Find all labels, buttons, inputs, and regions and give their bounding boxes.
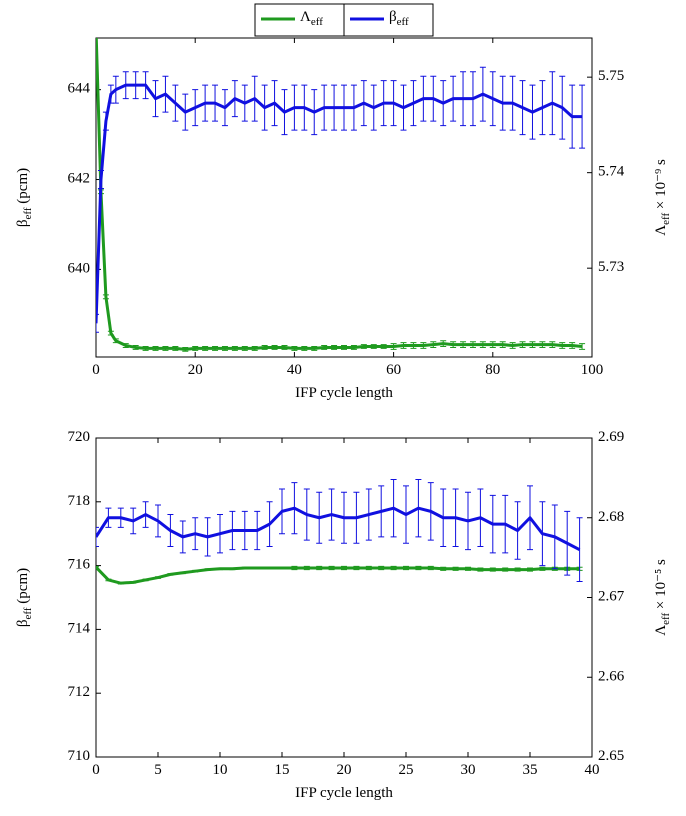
x-tick-label: 80 bbox=[485, 362, 500, 378]
legend-label: Λeff bbox=[300, 9, 323, 27]
y2-tick-label: 2.67 bbox=[598, 589, 625, 605]
y2-tick-label: 2.65 bbox=[598, 748, 624, 764]
series-line bbox=[96, 506, 581, 551]
y-tick-label: 720 bbox=[68, 429, 91, 445]
x-axis-label: IFP cycle length bbox=[295, 785, 393, 801]
y-tick-label: 642 bbox=[68, 171, 91, 187]
x-tick-label: 60 bbox=[386, 362, 401, 378]
x-tick-label: 100 bbox=[581, 362, 604, 378]
series-line bbox=[96, 83, 583, 324]
plot-frame bbox=[95, 37, 593, 358]
x-tick-label: 15 bbox=[275, 762, 290, 778]
x-tick-label: 40 bbox=[287, 362, 302, 378]
y-tick-label: 716 bbox=[68, 557, 91, 573]
x-axis-label: IFP cycle length bbox=[295, 385, 393, 401]
y2-tick-label: 2.68 bbox=[598, 509, 624, 525]
x-tick-label: 20 bbox=[337, 762, 352, 778]
x-tick-label: 20 bbox=[188, 362, 203, 378]
plot-area bbox=[96, 478, 583, 585]
y-tick-label: 714 bbox=[68, 621, 91, 637]
x-tick-label: 30 bbox=[461, 762, 476, 778]
x-tick-label: 0 bbox=[92, 762, 100, 778]
x-tick-label: 5 bbox=[154, 762, 162, 778]
x-tick-label: 40 bbox=[585, 762, 600, 778]
x-tick-label: 0 bbox=[92, 362, 100, 378]
y-tick-label: 718 bbox=[68, 493, 91, 509]
y2-axis-label: Λeff × 10⁻⁵ s bbox=[653, 559, 671, 636]
error-bar bbox=[96, 526, 99, 547]
series-line bbox=[96, 38, 583, 351]
plot-frame bbox=[95, 437, 593, 758]
x-tick-label: 25 bbox=[399, 762, 414, 778]
y2-tick-label: 5.75 bbox=[598, 69, 624, 85]
y-tick-label: 710 bbox=[68, 748, 91, 764]
y-axis-label: βeff (pcm) bbox=[15, 568, 33, 627]
y-axis-label: βeff (pcm) bbox=[15, 168, 33, 227]
series-line bbox=[96, 566, 580, 585]
plot-area bbox=[93, 27, 586, 352]
y-tick-label: 644 bbox=[68, 81, 91, 97]
y2-tick-label: 5.74 bbox=[598, 164, 625, 180]
y2-tick-label: 2.69 bbox=[598, 429, 624, 445]
error-bar bbox=[96, 313, 99, 333]
legend-label: βeff bbox=[389, 9, 409, 27]
y-tick-label: 640 bbox=[68, 261, 91, 277]
x-tick-label: 10 bbox=[213, 762, 228, 778]
error-bar bbox=[93, 27, 99, 31]
y2-axis-label: Λeff × 10⁻⁹ s bbox=[653, 159, 671, 236]
y2-tick-label: 5.73 bbox=[598, 260, 624, 276]
y2-tick-label: 2.66 bbox=[598, 669, 625, 685]
y-tick-label: 712 bbox=[68, 685, 91, 701]
x-tick-label: 35 bbox=[523, 762, 538, 778]
